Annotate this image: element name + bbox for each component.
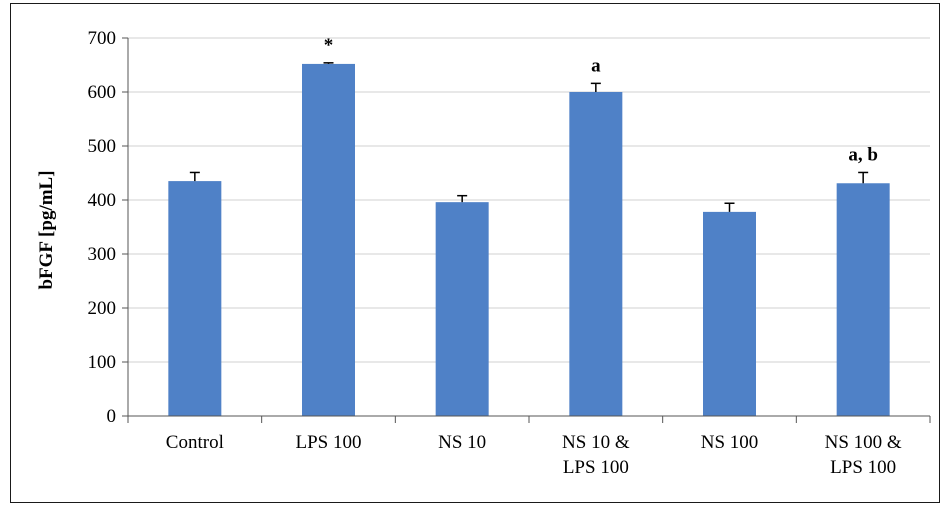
significance-annotation: * xyxy=(324,35,334,56)
x-category-label: NS 10 & xyxy=(562,432,630,453)
significance-annotation: a xyxy=(591,55,601,76)
x-category-label: NS 10 xyxy=(438,432,486,453)
y-tick-label: 0 xyxy=(107,406,117,427)
x-category-label: NS 100 & xyxy=(825,432,902,453)
bar xyxy=(569,92,623,416)
y-tick-label: 200 xyxy=(88,298,117,319)
bar xyxy=(703,211,756,416)
x-category-label: LPS 100 xyxy=(830,457,896,478)
x-category-label: LPS 100 xyxy=(296,432,362,453)
x-category-label: Control xyxy=(166,432,224,453)
bar xyxy=(435,202,489,416)
x-category-label: NS 100 xyxy=(701,432,759,453)
bar xyxy=(168,181,222,416)
significance-annotation: a, b xyxy=(848,144,878,165)
y-tick-label: 400 xyxy=(88,190,117,211)
y-tick-label: 600 xyxy=(88,82,117,103)
y-axis-title: bFGF [pg/mL] xyxy=(36,170,57,289)
x-category-label: LPS 100 xyxy=(563,457,629,478)
bar xyxy=(302,63,355,417)
bar xyxy=(836,183,890,416)
y-tick-label: 300 xyxy=(88,244,117,265)
y-tick-label: 500 xyxy=(88,136,117,157)
y-tick-label: 100 xyxy=(88,352,117,373)
y-tick-label: 700 xyxy=(88,28,117,49)
